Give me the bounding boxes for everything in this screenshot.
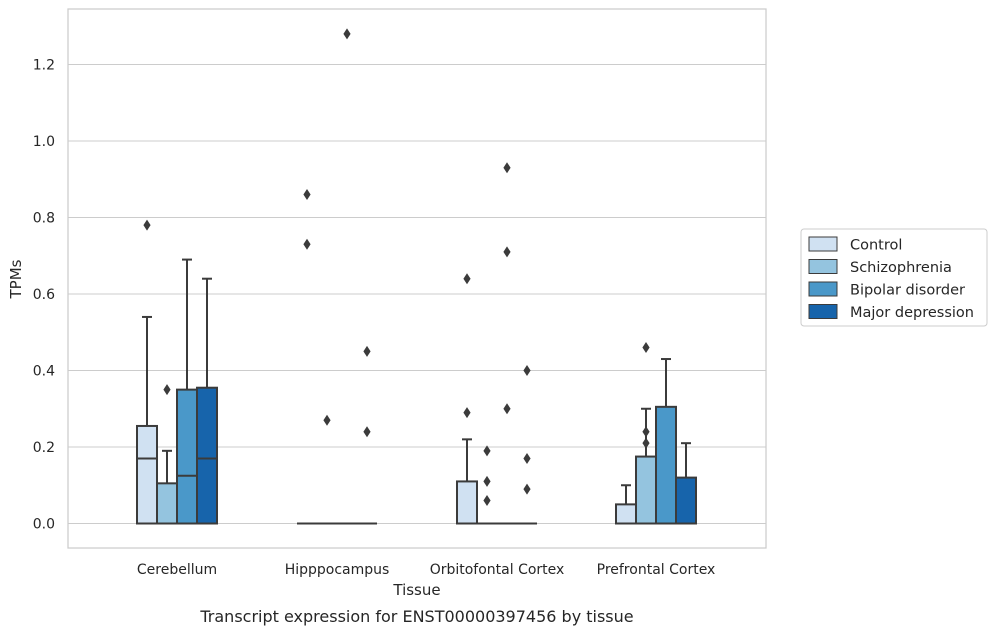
box-body xyxy=(156,482,178,525)
box-bipolar-disorder xyxy=(176,258,198,525)
y-axis-label: TPMs xyxy=(7,259,25,299)
outlier-point xyxy=(143,219,151,231)
legend-label: Major depression xyxy=(850,305,974,321)
x-tick-label: Orbitofontal Cortex xyxy=(430,562,565,578)
x-tick-label: Cerebellum xyxy=(137,562,217,578)
box-major-depression xyxy=(196,277,218,525)
box-body xyxy=(655,405,677,525)
legend-swatch xyxy=(808,236,838,252)
x-tick-label: Hipppocampus xyxy=(285,562,390,578)
legend: Control Schizophrenia Bipolar disorder Majo… xyxy=(800,228,988,327)
box-bipolar-disorder xyxy=(655,358,677,525)
outlier-point xyxy=(463,273,471,285)
box-body xyxy=(635,455,657,525)
outlier-point xyxy=(343,28,351,40)
box-body xyxy=(136,424,158,525)
x-tick-label: Prefrontal Cortex xyxy=(597,562,716,578)
outlier-point xyxy=(503,162,511,174)
outlier-point xyxy=(642,437,650,449)
y-tick-label: 0.2 xyxy=(33,440,55,456)
outlier-point xyxy=(642,342,650,354)
box-body xyxy=(196,386,218,525)
outlier-point xyxy=(523,365,531,376)
legend-swatch xyxy=(808,281,838,297)
x-tick-labels: Cerebellum Hipppocampus Orbitofontal Corte… xyxy=(137,562,715,578)
legend-label: Bipolar disorder xyxy=(850,283,965,299)
outlier-point xyxy=(523,452,531,464)
outlier-point xyxy=(303,238,311,250)
legend-swatch xyxy=(808,259,838,274)
legend-label: Control xyxy=(850,238,902,254)
x-axis-label: Tissue xyxy=(392,581,440,599)
y-tick-labels: 0.0 0.2 0.4 0.6 0.8 1.0 1.2 xyxy=(33,58,55,533)
outlier-point xyxy=(483,445,491,457)
legend-swatch xyxy=(808,304,838,319)
outlier-point xyxy=(483,495,491,507)
outlier-point xyxy=(163,384,171,396)
outlier-point xyxy=(363,345,371,357)
outlier-point xyxy=(363,426,371,438)
box-control xyxy=(136,315,158,525)
y-tick-label: 1.2 xyxy=(33,58,55,74)
box-body xyxy=(176,388,198,525)
box-schizophrenia xyxy=(635,407,657,525)
outlier-point xyxy=(303,189,311,201)
box-body xyxy=(615,503,637,525)
y-tick-label: 0.6 xyxy=(33,287,55,303)
plot-area-frame xyxy=(67,8,767,549)
outliers xyxy=(143,28,650,507)
y-tick-label: 0.0 xyxy=(33,517,55,533)
outlier-point xyxy=(523,483,531,495)
boxes xyxy=(136,258,697,525)
chart-caption: Transcript expression for ENST0000039745… xyxy=(199,607,633,626)
outlier-point xyxy=(323,414,331,426)
box-body xyxy=(675,476,697,525)
y-tick-label: 0.4 xyxy=(33,364,55,380)
y-tick-label: 0.8 xyxy=(33,211,55,227)
box-control xyxy=(456,438,478,525)
box-major-depression xyxy=(675,442,697,525)
outlier-point xyxy=(483,475,491,487)
outlier-point xyxy=(642,426,650,438)
box-schizophrenia xyxy=(156,449,178,525)
legend-frame xyxy=(800,228,988,327)
legend-label: Schizophrenia xyxy=(850,260,952,276)
y-tick-label: 1.0 xyxy=(33,134,55,150)
outlier-point xyxy=(503,246,511,258)
outlier-point xyxy=(503,403,511,415)
box-body xyxy=(456,480,478,525)
box-control xyxy=(615,484,637,525)
outlier-point xyxy=(463,407,471,419)
